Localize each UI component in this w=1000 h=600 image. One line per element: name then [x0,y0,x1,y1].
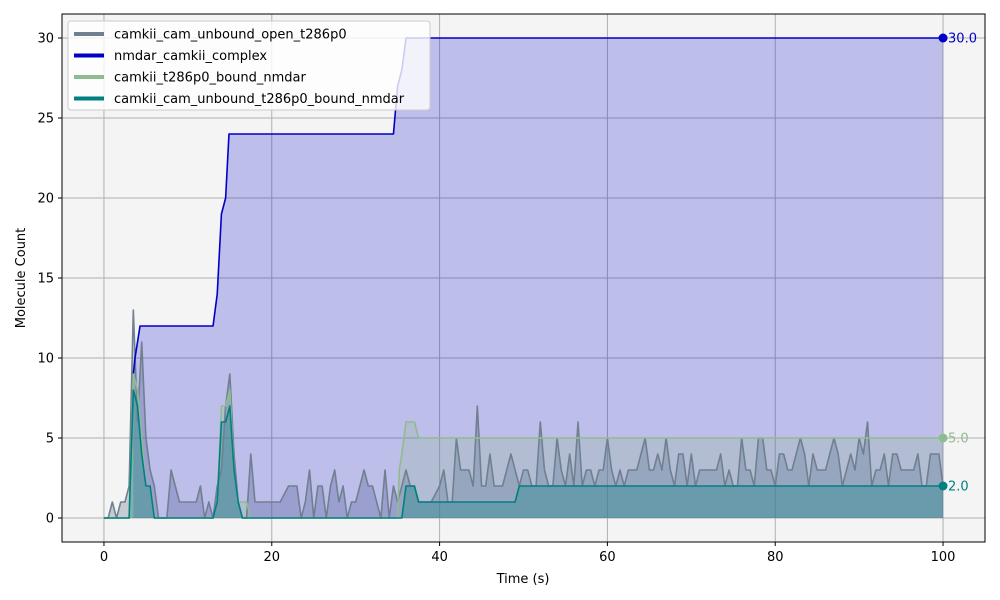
y-tick-label: 5 [46,432,54,447]
end-value-label: 2.0 [948,480,969,495]
legend-label: camkii_cam_unbound_t286p0_bound_nmdar [114,92,405,107]
legend: camkii_cam_unbound_open_t286p0 nmdar_camk… [67,20,431,111]
series-fill-camkii_t286p0_bound_nmdar [103,374,944,518]
legend-box [67,20,431,111]
legend-label: camkii_t286p0_bound_nmdar [114,71,307,86]
x-tick-label: 0 [100,550,108,565]
x-tick-label: 100 [931,550,956,565]
x-tick-label: 20 [263,550,280,565]
series-line-camkii_cam_unbound_t286p0_bound_nmdar [103,389,944,519]
x-axis: 0 20 40 60 80 100 [100,542,956,565]
x-tick-label: 60 [599,550,616,565]
series-fill-nmdar_camkii_complex [133,38,944,518]
end-point-camkii_cam_unbound_t286p0_bound_nmdar [938,481,948,491]
y-tick-label: 0 [46,512,54,527]
y-tick-label: 15 [37,272,54,287]
end-point-camkii_t286p0_bound_nmdar [938,433,948,443]
legend-label: camkii_cam_unbound_open_t286p0 [114,28,347,43]
x-axis-label: Time (s) [496,572,550,587]
x-tick-label: 80 [767,550,784,565]
series-line-camkii_t286p0_bound_nmdar [103,373,944,519]
y-tick-label: 30 [37,32,54,47]
y-tick-label: 20 [37,192,54,207]
end-point-nmdar_camkii_complex [938,33,948,43]
series-fill-camkii_cam_unbound_open_t286p0 [103,310,944,518]
end-value-label: 5.0 [948,432,969,447]
end-value-label: 30.0 [948,32,977,47]
y-tick-label: 10 [37,352,54,367]
y-axis: 0 5 10 15 20 25 30 [37,32,62,527]
y-axis-label: Molecule Count [14,228,29,329]
y-tick-label: 25 [37,112,54,127]
x-tick-label: 40 [431,550,448,565]
legend-label: nmdar_camkii_complex [114,49,267,64]
end-markers: 30.0 5.0 2.0 [938,32,977,495]
